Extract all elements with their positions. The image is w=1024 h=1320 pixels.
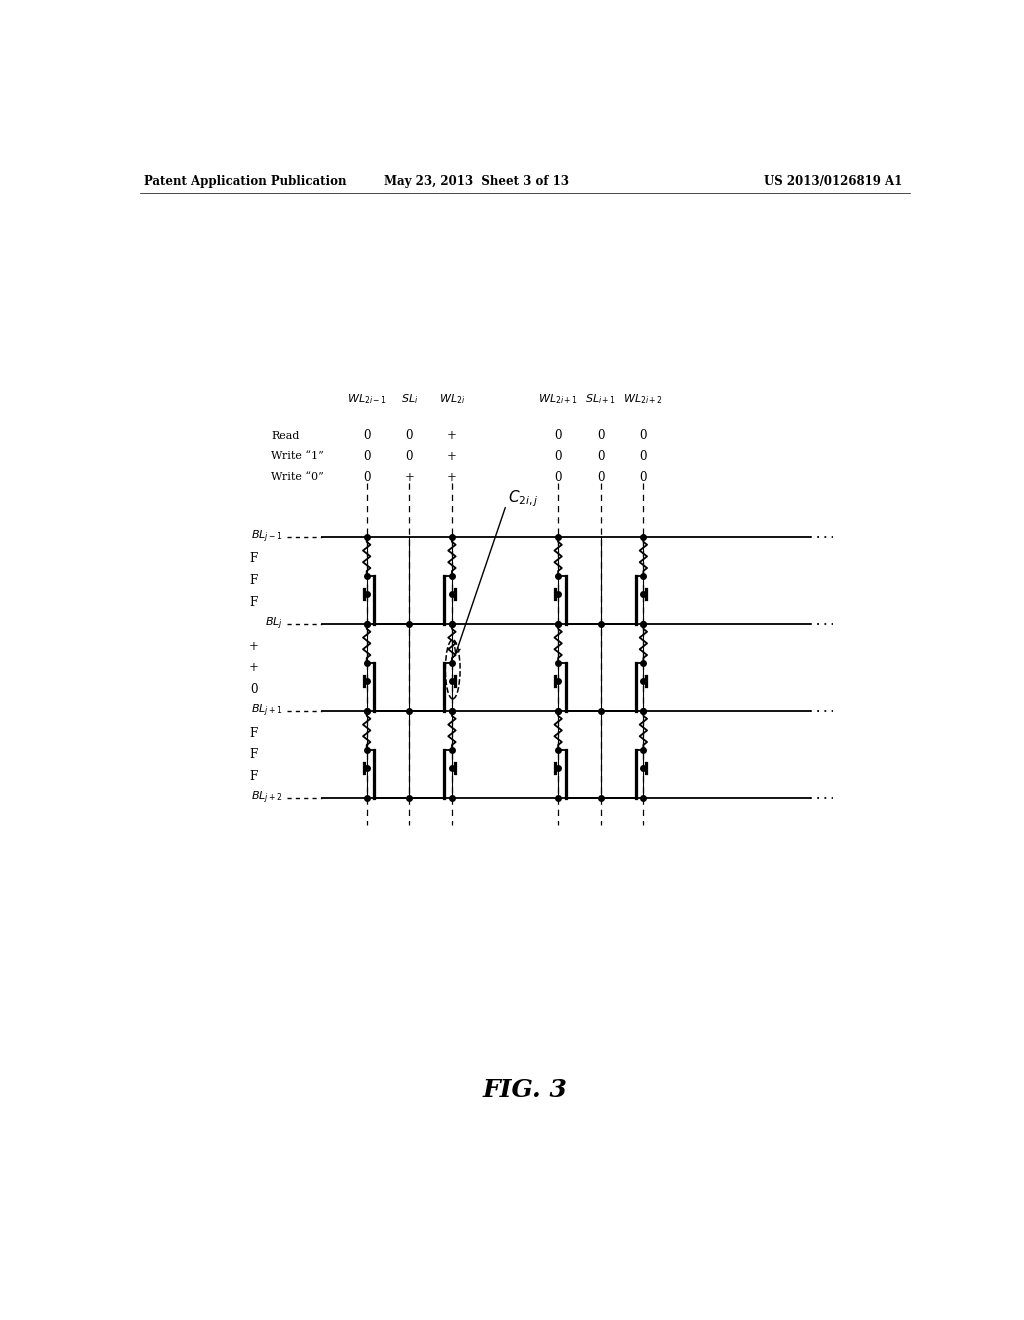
Text: 0: 0 (554, 429, 562, 442)
Text: US 2013/0126819 A1: US 2013/0126819 A1 (764, 176, 902, 189)
Text: Write “1”: Write “1” (271, 451, 325, 462)
Text: 0: 0 (640, 429, 647, 442)
Text: $WL_{2i+2}$: $WL_{2i+2}$ (624, 392, 664, 407)
Text: 0: 0 (597, 471, 604, 483)
Text: Read: Read (271, 430, 300, 441)
Text: +: + (249, 639, 258, 652)
Text: +: + (447, 450, 457, 463)
Text: Patent Application Publication: Patent Application Publication (143, 176, 346, 189)
Text: $SL_i$: $SL_i$ (400, 392, 418, 407)
Text: $BL_{j+1}$: $BL_{j+1}$ (251, 704, 283, 719)
Text: +: + (404, 471, 415, 483)
Text: $WL_{2i+1}$: $WL_{2i+1}$ (538, 392, 579, 407)
Text: Write “0”: Write “0” (271, 473, 325, 482)
Text: $BL_{j-1}$: $BL_{j-1}$ (251, 529, 283, 545)
Text: 0: 0 (554, 471, 562, 483)
Text: F: F (250, 770, 258, 783)
Text: 0: 0 (406, 429, 413, 442)
Text: 0: 0 (640, 450, 647, 463)
Text: $SL_{i+1}$: $SL_{i+1}$ (585, 392, 616, 407)
Text: FIG. 3: FIG. 3 (482, 1078, 567, 1102)
Text: $BL_{j+2}$: $BL_{j+2}$ (251, 791, 283, 807)
Text: +: + (447, 471, 457, 483)
Text: F: F (250, 597, 258, 609)
Text: 0: 0 (597, 450, 604, 463)
Text: F: F (250, 574, 258, 587)
Text: +: + (249, 661, 258, 675)
Text: 0: 0 (250, 682, 257, 696)
Text: $WL_{2i}$: $WL_{2i}$ (439, 392, 465, 407)
Text: F: F (250, 748, 258, 762)
Text: +: + (447, 429, 457, 442)
Text: $C_{2i,j}$: $C_{2i,j}$ (508, 488, 539, 510)
Text: $BL_j$: $BL_j$ (265, 616, 283, 632)
Text: 0: 0 (362, 429, 371, 442)
Text: 0: 0 (362, 471, 371, 483)
Text: May 23, 2013  Sheet 3 of 13: May 23, 2013 Sheet 3 of 13 (384, 176, 569, 189)
Text: 0: 0 (640, 471, 647, 483)
Text: $WL_{2i-1}$: $WL_{2i-1}$ (347, 392, 387, 407)
Text: F: F (250, 553, 258, 565)
Text: 0: 0 (597, 429, 604, 442)
Text: 0: 0 (362, 450, 371, 463)
Text: 0: 0 (554, 450, 562, 463)
Text: 0: 0 (406, 450, 413, 463)
Text: F: F (250, 726, 258, 739)
